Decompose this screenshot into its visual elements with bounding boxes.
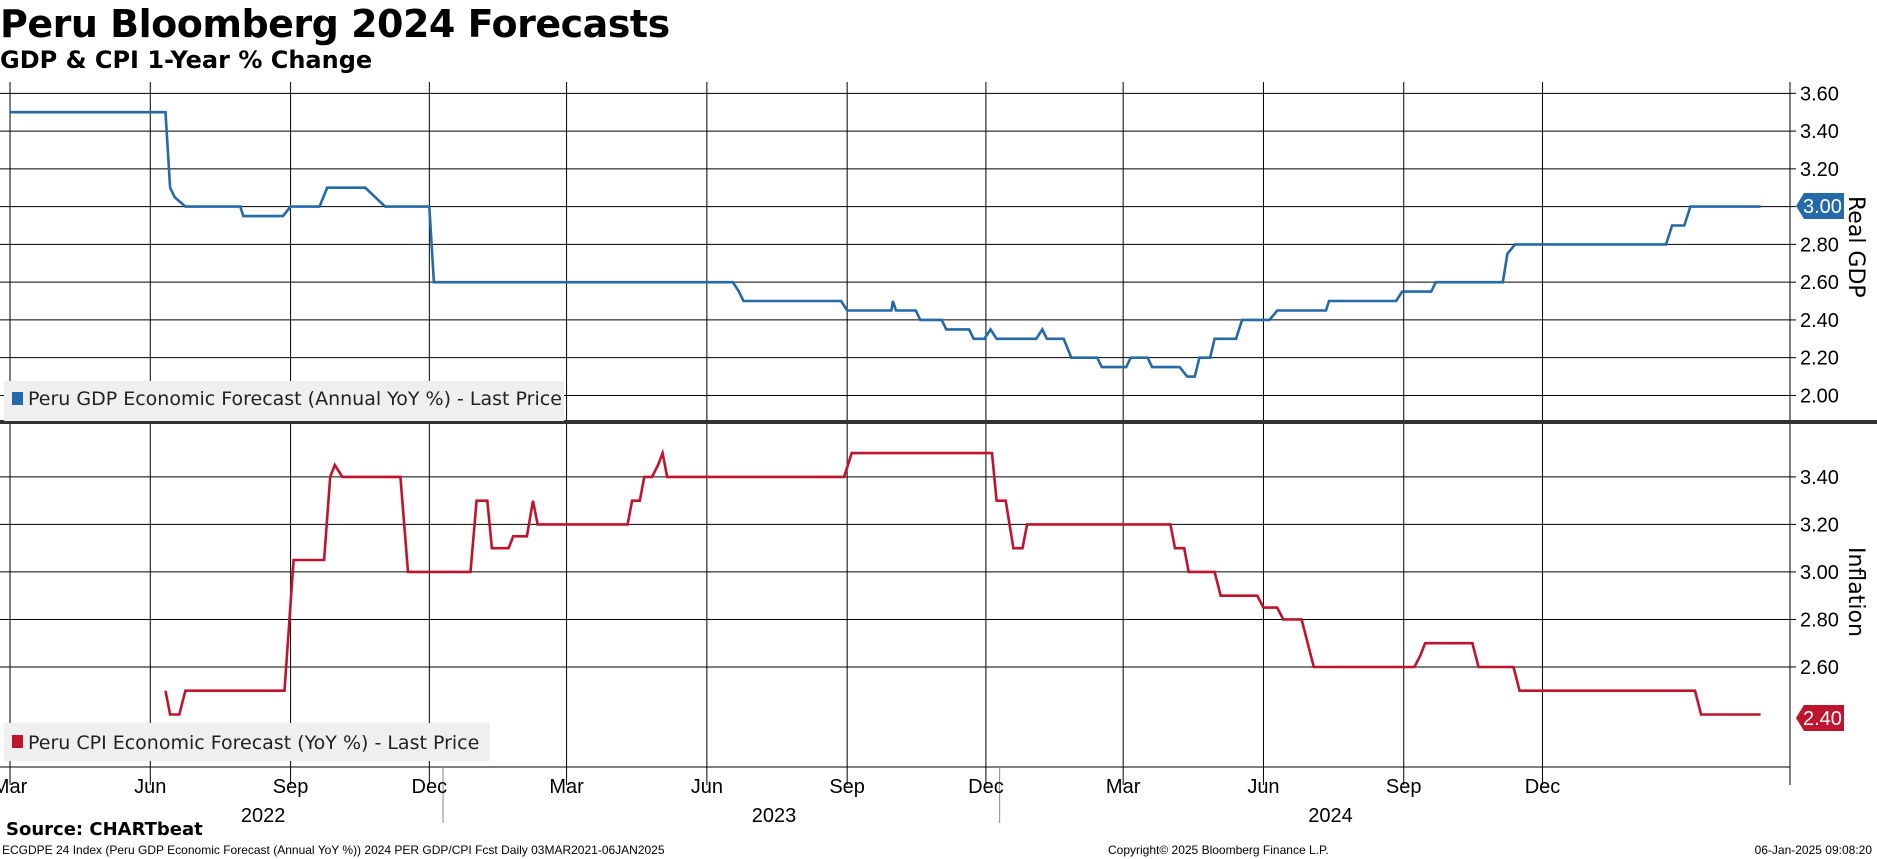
x-tick-label: Jun [1247,776,1279,798]
gdp-legend-swatch [12,392,23,405]
year-label: 2024 [1308,805,1353,827]
x-tick-label: Mar [1106,776,1141,798]
cpi-y-tick-label: 3.20 [1800,514,1839,536]
gdp-y-tick-label: 2.80 [1800,234,1839,256]
gdp-y-tick-label: 2.20 [1800,348,1839,370]
gdp-legend-label: Peru GDP Economic Forecast (Annual YoY %… [28,388,562,410]
gdp-y-tick-label: 2.40 [1800,310,1839,332]
year-label: 2023 [752,805,797,827]
cpi-series-line [164,448,1761,716]
x-tick-label: Mar [549,776,584,798]
timestamp: 06-Jan-2025 09:08:20 [1754,843,1872,857]
source-note: Source: CHARTbeat [6,819,203,840]
x-tick-label: Sep [273,776,309,798]
chart-title: Peru Bloomberg 2024 Forecasts [0,2,670,46]
gdp-y-tick-label: 3.60 [1800,83,1839,105]
x-tick-label: Sep [1386,776,1422,798]
cpi-axis-title: Inflation [1843,547,1868,637]
axis-layer: Real GDP Inflation Mar Jun Sep Dec Mar Jun Sep… [0,83,1868,827]
x-tick-label: Dec [968,776,1004,798]
cpi-last-value-badge [1796,705,1844,731]
cpi-legend-swatch [12,735,23,748]
year-label: 2022 [241,805,286,827]
gdp-y-tick-label: 2.00 [1800,385,1839,407]
gdp-y-tick-label: 2.60 [1800,272,1839,294]
legend-layer: Peru GDP Economic Forecast (Annual YoY %… [4,381,564,761]
gdp-y-tick-label: 3.40 [1800,121,1839,143]
cpi-legend-label: Peru CPI Economic Forecast (YoY %) - Las… [28,732,479,754]
x-tick-label: Sep [829,776,865,798]
gdp-last-value-label: 3.00 [1803,196,1842,218]
gdp-y-tick-label: 3.20 [1800,159,1839,181]
chart-subtitle: GDP & CPI 1-Year % Change [0,46,373,74]
x-tick-label: Dec [412,776,448,798]
cpi-y-tick-label: 3.40 [1800,467,1839,489]
cpi-legend-box [4,723,490,761]
cpi-last-value-label: 2.40 [1803,708,1842,730]
cpi-y-tick-label: 2.60 [1800,657,1839,679]
gdp-legend-box [4,381,564,421]
x-tick-label: Dec [1525,776,1561,798]
copyright-note: Copyright© 2025 Bloomberg Finance L.P. [1108,843,1329,857]
cpi-y-tick-label: 2.80 [1800,609,1839,631]
cpi-y-tick-label: 3.00 [1800,562,1839,584]
x-tick-label: Mar [0,776,28,798]
series-layer [10,110,1761,716]
panel-divider [0,420,1877,424]
x-tick-label: Jun [691,776,723,798]
label-layer: 3.00 2.40 [1796,193,1844,731]
gdp-axis-title: Real GDP [1843,196,1868,298]
x-tick-label: Jun [134,776,166,798]
ticker-line: ECGDPE 24 Index (Peru GDP Economic Forec… [2,843,665,857]
gdp-last-value-badge [1796,193,1844,219]
gdp-series-line [10,110,1761,378]
